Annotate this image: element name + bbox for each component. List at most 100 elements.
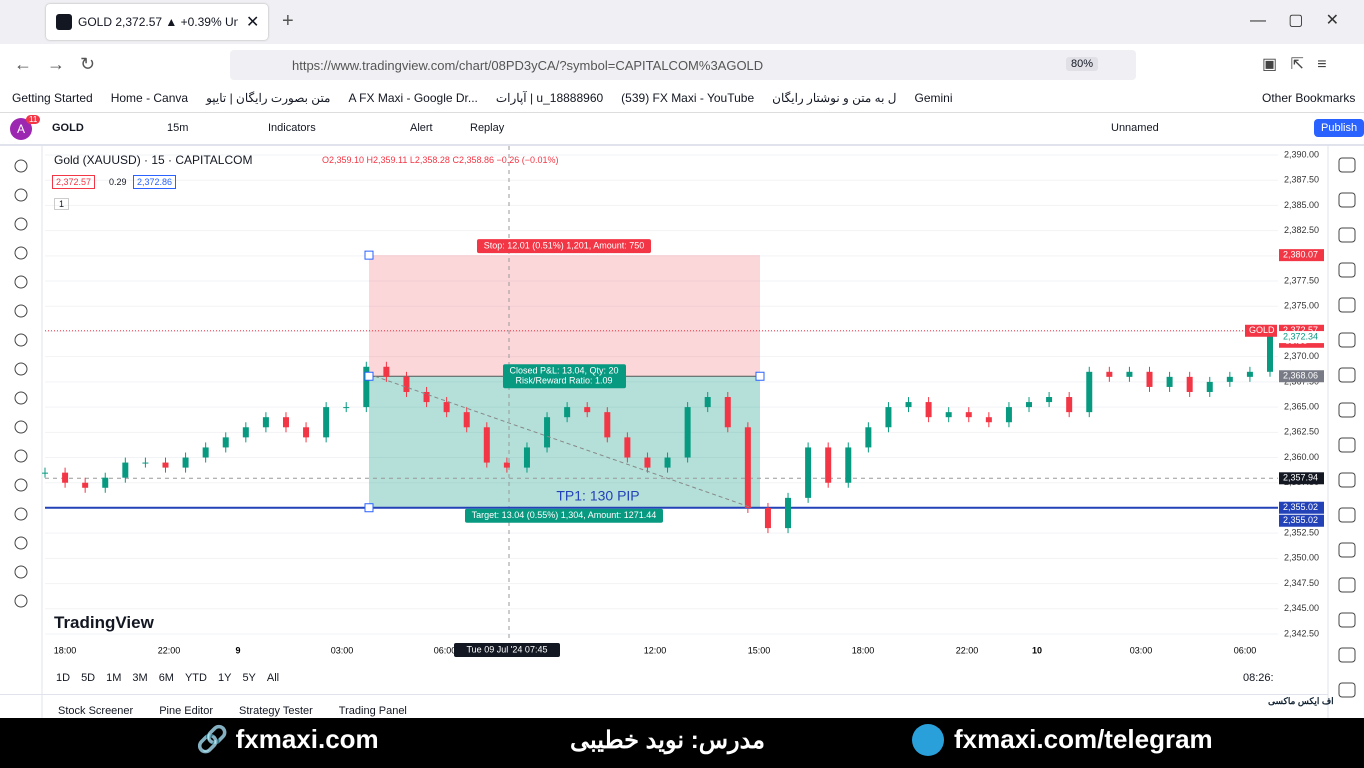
tab-title[interactable]: GOLD 2,372.57 ▲ +0.39% Unnamed — [78, 15, 238, 29]
side-icon — [1338, 192, 1356, 208]
candle — [1066, 397, 1073, 413]
stop-price-bg — [1279, 249, 1324, 262]
time-label: 06:00 — [1234, 645, 1257, 655]
publish[interactable]: Publish — [1314, 119, 1364, 137]
clock: 08:26: — [1243, 672, 1274, 684]
url[interactable]: https://www.tradingview.com/chart/08PD3y… — [292, 58, 764, 73]
time-label: 18:00 — [852, 645, 875, 655]
candle — [303, 427, 310, 438]
bottom-tab[interactable]: Stock Screener — [58, 705, 134, 717]
bookmark[interactable]: (539) FX Maxi - YouTube — [621, 91, 755, 105]
cross-price: 2,357.94 — [1283, 473, 1318, 483]
last-price: 2,372.57 — [1283, 325, 1318, 335]
handle — [755, 371, 765, 381]
window-controls[interactable]: — ▢ ✕ — [1250, 12, 1339, 29]
price-tick-label: 2,345.00 — [1284, 603, 1319, 613]
time-label: 03:00 — [331, 645, 354, 655]
candle — [483, 427, 490, 463]
bottom-tab[interactable]: Strategy Tester — [239, 705, 313, 717]
handle — [364, 250, 374, 260]
stop-label-bg — [477, 239, 651, 254]
bottom-tab[interactable]: Pine Editor — [159, 705, 214, 717]
stop-label: Stop: 12.01 (0.51%) 1,201, Amount: 750 — [484, 241, 645, 251]
target-label: Target: 13.04 (0.55%) 1,304, Amount: 127… — [472, 510, 657, 520]
alert[interactable]: Alert — [410, 122, 433, 134]
bookmark[interactable]: متن بصورت رایگان | تایپو — [206, 91, 331, 105]
side-icon — [1338, 682, 1356, 698]
other-bookmarks[interactable]: Other Bookmarks — [1262, 91, 1356, 105]
badge: 11 — [26, 115, 41, 124]
range-button[interactable]: YTD — [184, 672, 207, 684]
price-tick-label: 2,390.00 — [1284, 149, 1319, 159]
bid[interactable]: 2,372.57 — [52, 175, 96, 189]
time-label: 22:00 — [158, 645, 181, 655]
tool-icon — [14, 391, 28, 405]
candle — [664, 457, 671, 468]
candle — [825, 447, 832, 483]
new-tab[interactable]: + — [282, 10, 294, 32]
tab-close[interactable]: ✕ — [246, 14, 260, 31]
candle — [1226, 376, 1233, 382]
ask[interactable]: 2,372.86 — [133, 175, 177, 189]
bookmark[interactable]: آپارات | u_18888960 — [495, 91, 604, 105]
bookmark[interactable]: Home - Canva — [110, 91, 189, 105]
legend-title: Gold (XAUUSD) · 15 · CAPITALCOM — [54, 153, 253, 167]
candle — [845, 447, 852, 483]
url-bar[interactable] — [230, 50, 1136, 80]
count[interactable]: 1 — [54, 198, 70, 210]
bookmark[interactable]: Gemini — [914, 91, 953, 105]
range-button[interactable]: 6M — [158, 672, 174, 684]
note: TP1: 130 PIP — [556, 488, 639, 504]
range-button[interactable]: 3M — [132, 672, 148, 684]
side-icon — [1338, 227, 1356, 243]
zoom[interactable]: 80% — [1066, 57, 1099, 71]
layout-name[interactable]: Unnamed — [1111, 122, 1159, 134]
price-tick-label: 2,375.00 — [1284, 301, 1319, 311]
side-icon — [1338, 367, 1356, 383]
range-button[interactable]: 5D — [81, 672, 96, 684]
nav-buttons[interactable]: ← → ↻ — [14, 54, 96, 74]
candle — [1146, 371, 1153, 387]
candle — [1206, 381, 1213, 392]
cursor-date-bg — [454, 643, 560, 657]
bottom-tabs: Stock Screener Pine Editor Strategy Tester… — [58, 705, 407, 717]
interval[interactable]: 15m — [167, 122, 189, 134]
browser-icons[interactable]: ▣ ⇱ ≡ — [1262, 56, 1327, 73]
bookmark[interactable]: A FX Maxi - Google Dr... — [348, 91, 478, 105]
target-price-2-bg — [1279, 514, 1324, 527]
bookmark[interactable]: ل به متن و نوشتار رایگان — [772, 91, 897, 105]
range-button[interactable]: 5Y — [242, 672, 256, 684]
candle — [1246, 371, 1253, 377]
candle — [383, 366, 390, 377]
range-button[interactable]: 1D — [56, 672, 71, 684]
candle — [905, 402, 912, 408]
candle — [343, 407, 350, 409]
range-button[interactable]: All — [266, 672, 280, 684]
range-button[interactable]: 1M — [106, 672, 122, 684]
price-tick-label: 2,342.50 — [1284, 628, 1319, 638]
stop-price: 2,380.07 — [1283, 250, 1318, 260]
range-button[interactable]: 1Y — [217, 672, 232, 684]
indicators[interactable]: Indicators — [268, 122, 316, 134]
candle — [1186, 376, 1193, 392]
replay[interactable]: Replay — [470, 122, 505, 134]
bottom-tab[interactable]: Trading Panel — [338, 705, 407, 717]
candle — [885, 407, 892, 428]
candle — [604, 412, 611, 438]
candle — [102, 477, 109, 488]
tab[interactable] — [46, 4, 268, 40]
candle — [1046, 397, 1053, 403]
tool-icon — [14, 159, 28, 173]
tool-icon — [14, 333, 28, 347]
side-icon — [1338, 297, 1356, 313]
symbol[interactable]: GOLD — [52, 122, 84, 134]
candle — [162, 462, 169, 468]
avatar[interactable]: A — [10, 118, 32, 140]
price-tick-label: 2,347.50 — [1284, 578, 1319, 588]
watermark: TradingView — [54, 613, 154, 632]
handle — [364, 371, 374, 381]
bookmark[interactable]: Getting Started — [12, 91, 93, 105]
target-label-bg — [465, 508, 663, 523]
